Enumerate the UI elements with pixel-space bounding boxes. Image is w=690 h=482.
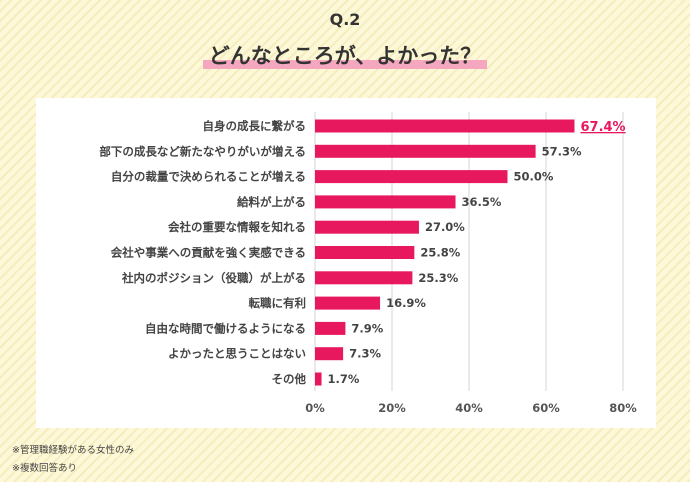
value-label: 7.3% [349,347,381,361]
x-tick-label: 0% [305,401,325,415]
bar [315,271,413,285]
value-label: 25.8% [420,246,460,260]
bar [315,220,419,234]
category-label: 転職に有利 [249,296,307,310]
value-label: 1.7% [328,372,360,386]
note-multiple-answers: ※複数回答あり [12,463,77,474]
bar [315,372,322,386]
bar [315,347,344,361]
category-label: 自分の裁量で決められることが増える [111,170,306,184]
note-managers-only: ※管理職経験がある女性のみ [12,445,134,456]
bar [315,321,346,335]
category-label: よかったと思うことはない [168,347,306,361]
bar [315,144,536,158]
value-label: 67.4% [580,120,625,135]
value-label: 36.5% [462,195,502,209]
x-tick-label: 80% [609,401,637,415]
category-label: 会社の重要な情報を知れる [167,220,306,234]
category-label: 自身の成長に繋がる [203,119,307,133]
category-label: 部下の成長など新たなやりがいが増える [99,144,306,158]
value-label: 50.0% [514,170,554,184]
chart-panel: 0% 20% 40% 60% 80% 自身の成長に繋がる 67.4% 部下の成長など新たなやり… [36,98,656,428]
value-label: 57.3% [542,144,582,158]
x-tick-label: 60% [532,401,560,415]
bar [315,296,381,310]
bar [315,246,415,259]
bar [315,170,508,184]
value-label: 27.0% [425,220,465,234]
x-tick-label: 40% [455,401,483,415]
value-label: 7.9% [351,321,383,335]
question-number: Q.2 [329,10,361,29]
x-tick-label: 20% [378,401,406,415]
category-label: 給料が上がる [237,195,306,209]
title-wrap: どんなところが、よかった？ [0,40,690,72]
bar-chart: 0% 20% 40% 60% 80% 自身の成長に繋がる 67.4% 部下の成長など新たなやり… [99,112,637,415]
bar [315,119,575,133]
value-label: 25.3% [418,271,458,285]
chart-title: どんなところが、よかった？ [202,40,488,72]
category-label: 会社や事業への貢献を強く実感できる [110,246,306,260]
value-label: 16.9% [386,296,426,310]
bar [315,195,456,209]
category-label: その他 [272,372,307,386]
category-label: 社内のポジション（役職）が上がる [121,271,306,285]
category-label: 自由な時間で働けるようになる [145,321,306,335]
